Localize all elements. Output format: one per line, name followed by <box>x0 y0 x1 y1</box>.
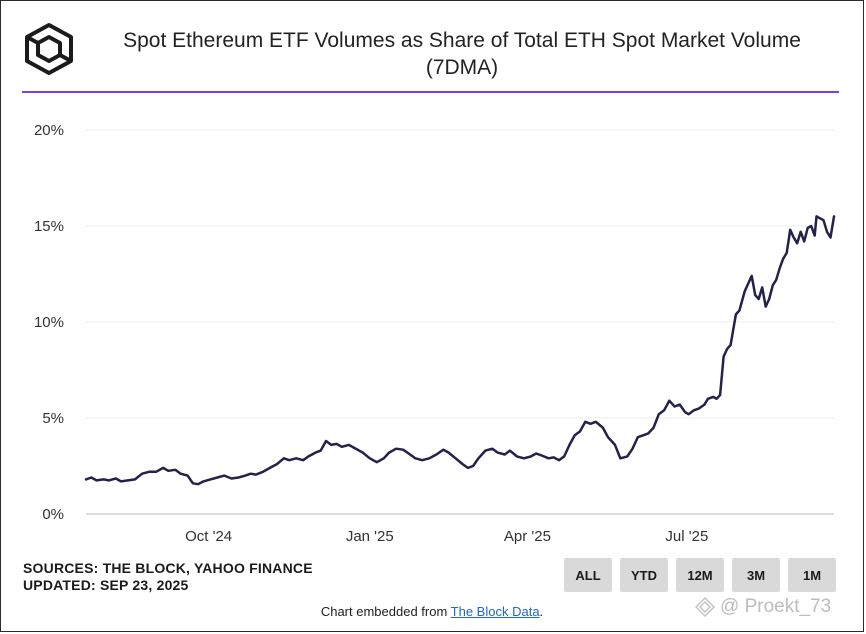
embed-suffix: . <box>539 604 544 619</box>
y-tick-label: 5% <box>42 410 64 427</box>
x-tick-label: Jan '25 <box>346 528 394 545</box>
watermark-diamond-icon <box>694 596 716 618</box>
sources-text: SOURCES: THE BLOCK, YAHOO FINANCE <box>23 560 313 576</box>
range-button-all[interactable]: ALL <box>564 558 612 592</box>
y-tick-label: 20% <box>34 122 64 139</box>
embed-credit: Chart embedded from The Block Data. <box>0 604 864 619</box>
header: Spot Ethereum ETF Volumes as Share of To… <box>0 0 864 92</box>
range-button-3m[interactable]: 3M <box>732 558 780 592</box>
y-tick-label: 0% <box>42 506 64 523</box>
series-line <box>84 215 836 486</box>
sources-block: SOURCES: THE BLOCK, YAHOO FINANCE UPDATE… <box>23 560 313 594</box>
chart-title: Spot Ethereum ETF Volumes as Share of To… <box>123 29 801 79</box>
line-chart: 0% 5% 10% 15% 20% Oct '24 Jan '25 Apr '25 Jul '2… <box>34 122 836 545</box>
y-tick-label: 15% <box>34 218 64 235</box>
x-tick-label: Oct '24 <box>185 528 232 545</box>
y-tick-label: 10% <box>34 314 64 331</box>
watermark: @ Proekt_73 <box>694 596 831 618</box>
range-button-12m[interactable]: 12M <box>676 558 724 592</box>
range-buttons: ALL YTD 12M 3M 1M <box>564 558 836 592</box>
x-tick-label: Apr '25 <box>504 528 551 545</box>
range-button-ytd[interactable]: YTD <box>620 558 668 592</box>
embed-prefix: Chart embedded from <box>320 604 451 619</box>
updated-text: UPDATED: SEP 23, 2025 <box>23 577 189 593</box>
range-button-1m[interactable]: 1M <box>788 558 836 592</box>
watermark-text: @ Proekt_73 <box>720 596 832 617</box>
title-divider <box>22 91 839 93</box>
the-block-logo-icon <box>25 23 73 75</box>
x-tick-label: Jul '25 <box>665 528 708 545</box>
the-block-data-link[interactable]: The Block Data <box>450 604 540 619</box>
